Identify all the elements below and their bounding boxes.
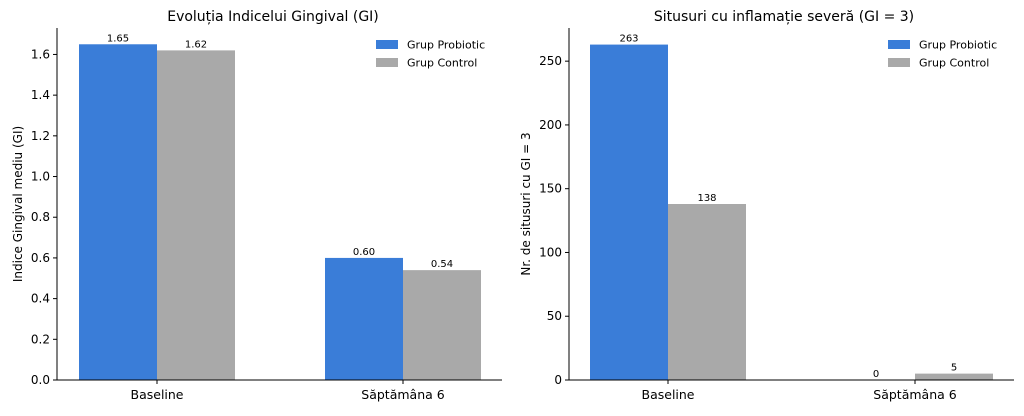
bar-control-week6 xyxy=(403,270,481,380)
data-label: 1.62 xyxy=(185,39,207,50)
y-tick-label: 1.0 xyxy=(31,170,50,184)
data-label: 0.54 xyxy=(431,259,453,270)
chart-panel-2: Situsuri cu inflamație severă (GI = 3) Nr… xyxy=(519,9,1014,402)
data-label: 5 xyxy=(951,363,957,374)
chart-title: Evoluția Indicelui Gingival (GI) xyxy=(167,9,379,25)
data-label: 0 xyxy=(873,369,879,380)
bar-control-baseline xyxy=(668,204,746,380)
y-tick-label: 0.8 xyxy=(31,210,50,224)
legend-label: Grup Control xyxy=(407,57,477,70)
y-axis-label: Indice Gingival mediu (GI) xyxy=(11,126,25,282)
legend-label: Grup Probiotic xyxy=(407,39,485,52)
legend: Grup Probiotic Grup Control xyxy=(376,39,485,70)
bar-probiotic-baseline xyxy=(79,44,157,380)
legend-swatch-control xyxy=(888,58,910,67)
data-label: 263 xyxy=(619,34,638,45)
y-tick-label: 1.4 xyxy=(31,88,50,102)
data-label: 138 xyxy=(697,193,716,204)
y-tick-label: 0.2 xyxy=(31,332,50,346)
y-tick-label: 0.0 xyxy=(31,373,50,387)
legend-label: Grup Probiotic xyxy=(919,39,997,52)
chart-title: Situsuri cu inflamație severă (GI = 3) xyxy=(654,9,914,25)
y-tick-label: 1.6 xyxy=(31,47,50,61)
y-tick-label: 0.4 xyxy=(31,292,50,306)
data-label: 1.65 xyxy=(107,33,129,44)
legend-swatch-probiotic xyxy=(888,40,910,49)
legend-swatch-probiotic xyxy=(376,40,398,49)
bar-probiotic-week6 xyxy=(325,257,403,380)
x-tick-label: Baseline xyxy=(131,387,184,402)
y-tick-label: 150 xyxy=(539,182,562,196)
legend-label: Grup Control xyxy=(919,57,989,70)
x-tick-label: Săptămâna 6 xyxy=(361,387,444,402)
bar-control-week6 xyxy=(915,373,993,380)
bar-control-baseline xyxy=(157,50,235,381)
legend-swatch-control xyxy=(376,58,398,67)
y-tick-label: 0 xyxy=(554,373,562,387)
legend: Grup Probiotic Grup Control xyxy=(888,39,997,70)
x-tick-label: Baseline xyxy=(642,387,695,402)
data-label: 0.60 xyxy=(353,247,375,258)
x-tick-label: Săptămâna 6 xyxy=(873,387,956,402)
y-tick-label: 250 xyxy=(539,54,562,68)
y-tick-label: 1.2 xyxy=(31,129,50,143)
y-axis-label: Nr. de situsuri cu GI = 3 xyxy=(519,132,533,275)
chart-panel-1: Evoluția Indicelui Gingival (GI) Indice G… xyxy=(11,9,502,402)
bar-probiotic-baseline xyxy=(590,44,668,380)
y-tick-label: 200 xyxy=(539,118,562,132)
y-tick-label: 50 xyxy=(547,309,562,323)
y-tick-label: 0.6 xyxy=(31,251,50,265)
y-tick-label: 100 xyxy=(539,245,562,259)
